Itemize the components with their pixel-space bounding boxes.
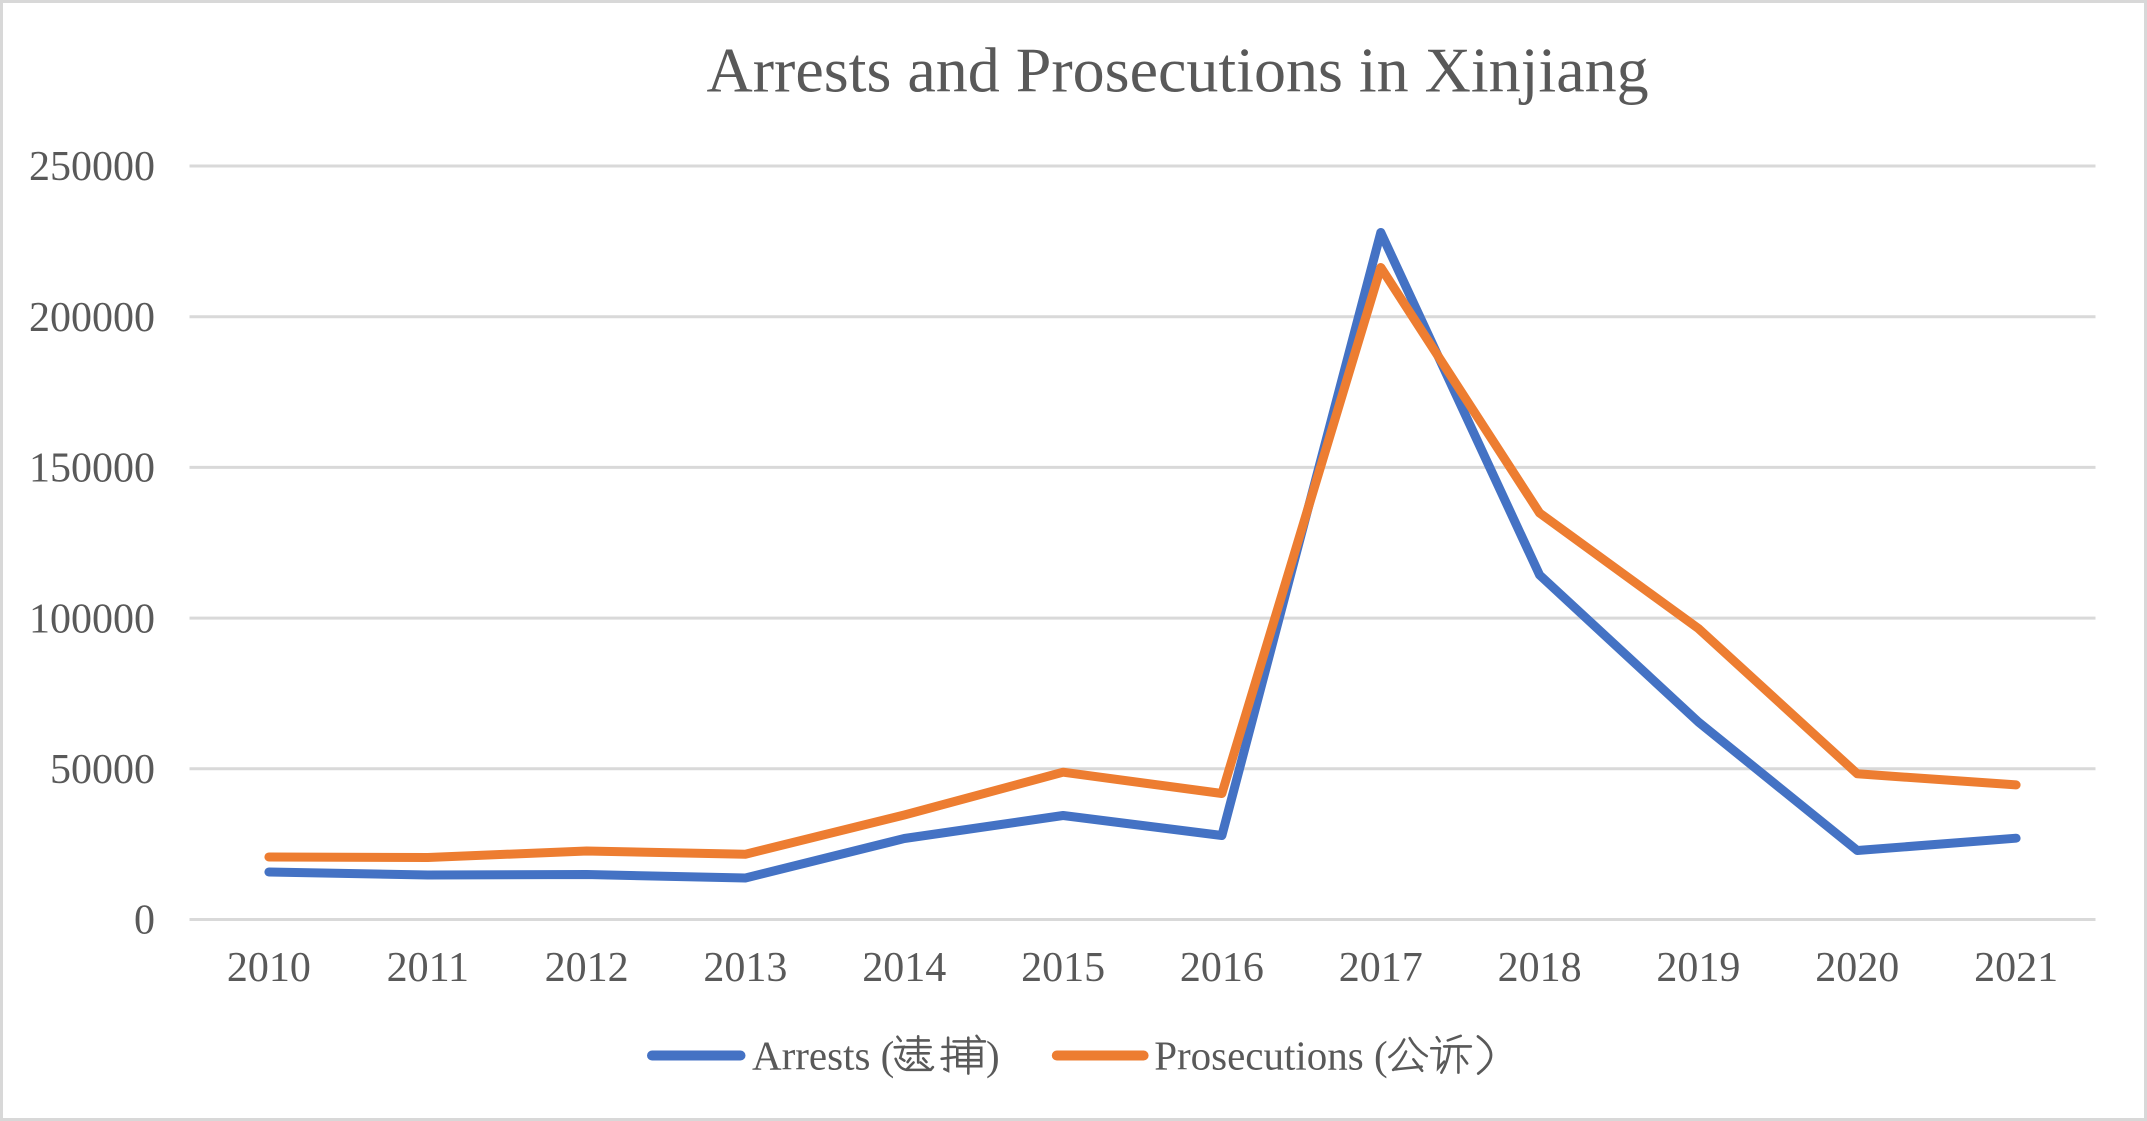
svg-text:2011: 2011 [387, 945, 469, 991]
svg-text:2016: 2016 [1180, 945, 1264, 991]
svg-text:Arrests (: Arrests ( [752, 1033, 894, 1079]
svg-text:2014: 2014 [862, 945, 946, 991]
svg-text:150000: 150000 [29, 446, 155, 492]
svg-text:2013: 2013 [703, 945, 787, 991]
svg-text:2020: 2020 [1815, 945, 1899, 991]
svg-text:250000: 250000 [29, 144, 155, 190]
svg-text:50000: 50000 [50, 747, 155, 793]
svg-text:2018: 2018 [1498, 945, 1582, 991]
svg-text:0: 0 [134, 898, 155, 944]
svg-text:100000: 100000 [29, 596, 155, 642]
svg-text:2010: 2010 [227, 945, 311, 991]
svg-text:): ) [986, 1033, 1000, 1079]
svg-text:2015: 2015 [1021, 945, 1105, 991]
svg-text:Prosecutions (: Prosecutions ( [1154, 1033, 1387, 1079]
svg-text:2021: 2021 [1974, 945, 2058, 991]
svg-text:2017: 2017 [1339, 945, 1423, 991]
svg-text:200000: 200000 [29, 295, 155, 341]
svg-text:2012: 2012 [545, 945, 629, 991]
svg-text:Arrests and Prosecutions in Xi: Arrests and Prosecutions in Xinjiang [707, 35, 1649, 106]
svg-text:2019: 2019 [1656, 945, 1740, 991]
